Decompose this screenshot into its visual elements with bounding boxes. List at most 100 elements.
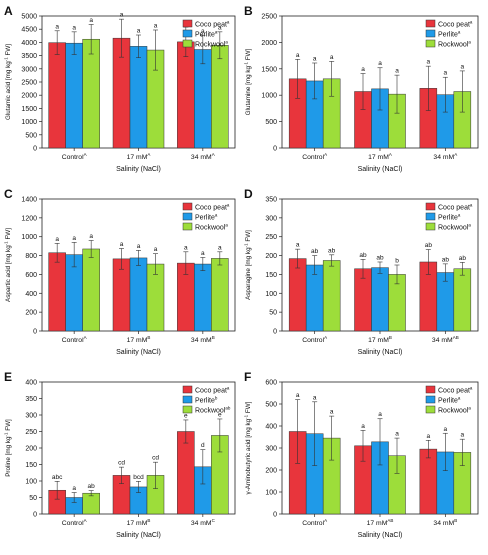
significance-letter: a bbox=[361, 423, 365, 430]
panel-b: B 0 500 1000 1500 2000 2500 Glutamine [mg kg-1 … bbox=[244, 4, 479, 173]
y-tick-label: 5000 bbox=[21, 14, 37, 21]
bar bbox=[419, 448, 438, 515]
x-axis-label: Salinity (NaCl) bbox=[116, 532, 161, 539]
y-tick-label: 4000 bbox=[21, 40, 37, 47]
bar bbox=[82, 38, 100, 149]
x-axis-label: Salinity (NaCl) bbox=[116, 166, 161, 173]
significance-letter: a bbox=[184, 244, 188, 251]
bar bbox=[211, 258, 229, 332]
significance-letter: a bbox=[461, 432, 465, 439]
legend-label: Rockwoola bbox=[438, 406, 471, 415]
y-tick-label: 100 bbox=[25, 479, 37, 486]
legend-swatch bbox=[182, 19, 193, 28]
y-tick-label: 0 bbox=[273, 329, 277, 336]
significance-letter: a bbox=[89, 233, 93, 240]
y-tick-label: 1200 bbox=[21, 215, 37, 222]
bar bbox=[177, 431, 195, 515]
panel-c: C 0 200 400 600 800 1000 1200 1400 Aspartic acid … bbox=[4, 187, 236, 356]
significance-letter: ab bbox=[311, 248, 319, 255]
significance-letter: a bbox=[55, 23, 59, 30]
y-tick-label: 200 bbox=[25, 310, 37, 317]
bar bbox=[112, 258, 131, 332]
legend-swatch bbox=[425, 212, 436, 221]
y-tick-label: 2500 bbox=[21, 80, 37, 87]
x-tick-label: 34 mMB bbox=[191, 335, 215, 344]
x-tick-label: ControlA bbox=[62, 518, 87, 527]
y-tick-label: 1000 bbox=[21, 234, 37, 241]
bar bbox=[453, 268, 472, 332]
significance-letter: a bbox=[55, 236, 59, 243]
x-tick-label: 17 mMB bbox=[127, 518, 151, 527]
y-axis-label: Aspartic acid [mg kg-1 FW] bbox=[4, 228, 13, 302]
y-tick-label: 100 bbox=[265, 490, 277, 497]
legend-label: Coco peata bbox=[195, 20, 230, 29]
panel-a: A 0 500 1000 1500 2000 2500 3000 3500 4000 4500 500… bbox=[4, 4, 236, 173]
y-tick-label: 800 bbox=[25, 253, 37, 260]
legend-swatch bbox=[182, 29, 193, 38]
y-tick-label: 1000 bbox=[21, 119, 37, 126]
legend-label: Rockwoola bbox=[438, 223, 471, 232]
y-tick-label: 200 bbox=[25, 446, 37, 453]
significance-letter: a bbox=[218, 24, 222, 31]
y-tick-label: 50 bbox=[269, 310, 277, 317]
x-tick-label: 34 mMA bbox=[191, 152, 215, 161]
y-tick-label: 1000 bbox=[261, 93, 277, 100]
significance-letter: a bbox=[427, 59, 431, 66]
x-tick-label: 34 mMC bbox=[191, 518, 216, 527]
x-tick-label: 17 mMA bbox=[368, 152, 392, 161]
significance-letter: abc bbox=[52, 474, 63, 481]
significance-letter: a bbox=[378, 411, 382, 418]
legend-swatch bbox=[425, 405, 436, 414]
y-tick-label: 400 bbox=[265, 424, 277, 431]
legend-label: Coco peata bbox=[438, 203, 473, 212]
x-axis-label: Salinity (NaCl) bbox=[116, 349, 161, 356]
legend-swatch bbox=[182, 39, 193, 48]
significance-letter: ab bbox=[328, 247, 336, 254]
bar bbox=[82, 248, 100, 332]
y-tick-label: 300 bbox=[265, 446, 277, 453]
x-tick-label: ControlA bbox=[62, 152, 87, 161]
bar bbox=[48, 42, 66, 149]
bar bbox=[194, 263, 212, 332]
significance-letter: a bbox=[427, 433, 431, 440]
legend-label: Perlitea bbox=[438, 396, 461, 405]
y-tick-label: 500 bbox=[25, 132, 37, 139]
y-tick-label: 1400 bbox=[21, 197, 37, 204]
significance-letter: a bbox=[154, 246, 158, 253]
significance-letter: a bbox=[154, 22, 158, 29]
legend-swatch bbox=[425, 19, 436, 28]
legend-label: Perlitea bbox=[195, 213, 218, 222]
legend-label: Perlitea bbox=[438, 213, 461, 222]
bar bbox=[48, 252, 66, 332]
significance-letter: a bbox=[361, 66, 365, 73]
y-tick-label: 0 bbox=[273, 512, 277, 519]
y-tick-label: 600 bbox=[25, 272, 37, 279]
significance-letter: b bbox=[395, 258, 399, 265]
x-axis-label: Salinity (NaCl) bbox=[358, 532, 403, 539]
panel-letter: A bbox=[4, 4, 13, 18]
significance-letter: a bbox=[137, 243, 141, 250]
legend-swatch bbox=[425, 385, 436, 394]
y-tick-label: 100 bbox=[265, 291, 277, 298]
significance-letter: cd bbox=[152, 455, 159, 462]
x-tick-label: 34 mMA bbox=[433, 152, 457, 161]
legend-label: Rockwoola bbox=[195, 223, 228, 232]
x-tick-label: 17 mMB bbox=[127, 335, 151, 344]
x-tick-label: 34 mMB bbox=[433, 518, 457, 527]
significance-letter: a bbox=[72, 24, 76, 31]
bar bbox=[129, 257, 148, 332]
y-tick-label: 1500 bbox=[261, 66, 277, 73]
x-tick-label: 17 mMA bbox=[127, 152, 151, 161]
bar bbox=[177, 41, 195, 149]
y-axis-label: Glutamic acid [mg kg-1 FW] bbox=[4, 44, 13, 120]
legend-swatch bbox=[182, 212, 193, 221]
y-tick-label: 300 bbox=[265, 215, 277, 222]
panel-f: F 0 100 200 300 400 500 600 γ-Aminobutyric acid … bbox=[244, 370, 479, 539]
significance-letter: a bbox=[395, 68, 399, 75]
x-tick-label: 17 mMAB bbox=[367, 518, 394, 527]
panel-letter: F bbox=[244, 370, 251, 384]
y-tick-label: 300 bbox=[25, 413, 37, 420]
significance-letter: a bbox=[313, 55, 317, 62]
y-tick-label: 250 bbox=[265, 234, 277, 241]
